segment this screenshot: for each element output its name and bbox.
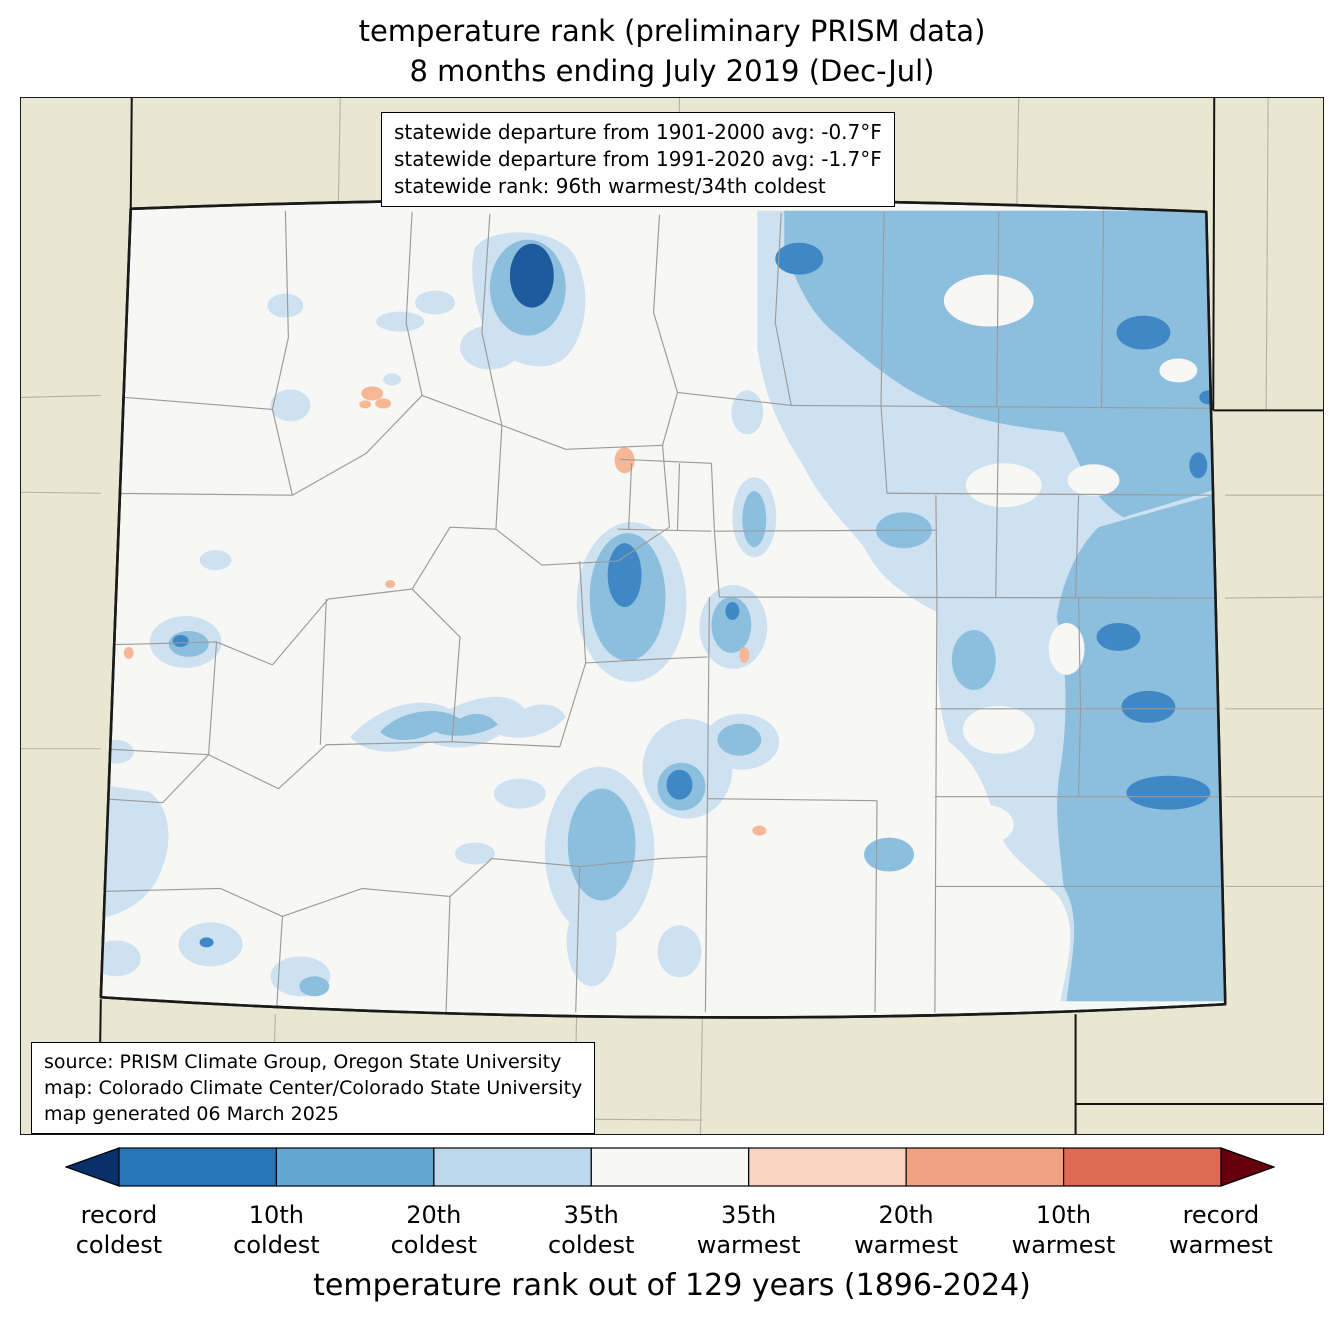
map-canvas xyxy=(21,98,1323,1134)
colorbar-segment xyxy=(905,1147,1065,1187)
legend-label-35th-warmest: 35th warmest xyxy=(696,1201,801,1259)
colorbar-right-arrow xyxy=(1220,1147,1275,1187)
colorbar-segment xyxy=(1062,1147,1222,1187)
legend-label-record-coldest: record coldest xyxy=(75,1201,163,1259)
colorbar-left-arrow xyxy=(65,1147,120,1187)
colorbar-segment xyxy=(118,1147,278,1187)
legend-label-20th-coldest: 20th coldest xyxy=(390,1201,478,1259)
navy-core-region xyxy=(509,243,554,308)
neighbor-state-borders xyxy=(97,98,1323,1134)
temperature-rank-colorbar xyxy=(65,1147,1275,1187)
source-attribution-box: source: PRISM Climate Group, Oregon Stat… xyxy=(31,1042,596,1134)
stats-line-1: statewide departure from 1901-2000 avg: … xyxy=(394,120,882,144)
legend-label-35th-coldest: 35th coldest xyxy=(547,1201,635,1259)
shaded-region xyxy=(1056,492,1224,1002)
source-line-2: map: Colorado Climate Center/Colorado St… xyxy=(44,1077,583,1099)
statewide-stats-box: statewide departure from 1901-2000 avg: … xyxy=(381,112,895,207)
colorbar-segment xyxy=(748,1147,907,1187)
colorado-map: statewide departure from 1901-2000 avg: … xyxy=(20,97,1324,1135)
legend-label-10th-warmest: 10th warmest xyxy=(1011,1201,1116,1259)
stats-line-3: statewide rank: 96th warmest/34th coldes… xyxy=(394,174,826,198)
stats-line-2: statewide departure from 1991-2020 avg: … xyxy=(394,147,882,171)
map-title-line1: temperature rank (preliminary PRISM data… xyxy=(358,14,986,48)
county-boundaries xyxy=(100,210,1226,1013)
dark-blue-regions xyxy=(172,242,1218,948)
map-title-line2: 8 months ending July 2019 (Dec-Jul) xyxy=(409,54,935,88)
legend-label-20th-warmest: 20th warmest xyxy=(854,1201,958,1259)
source-line-1: source: PRISM Climate Group, Oregon Stat… xyxy=(44,1051,562,1073)
shaded-region xyxy=(784,210,1224,518)
temperature-shading xyxy=(100,210,1226,1013)
colorbar-segment xyxy=(433,1147,592,1187)
colorbar-segment xyxy=(275,1147,435,1187)
source-line-3: map generated 06 March 2025 xyxy=(44,1103,339,1125)
colorbar-axis-title: temperature rank out of 129 years (1896-… xyxy=(313,1268,1031,1303)
near-normal-holes xyxy=(943,274,1198,845)
colorbar-labels: record coldest 10th coldest 20th coldest… xyxy=(65,1200,1275,1264)
legend-label-record-warmest: record warmest xyxy=(1168,1201,1273,1259)
legend-label-10th-coldest: 10th coldest xyxy=(233,1201,320,1259)
warm-spots xyxy=(123,386,767,836)
colorbar-segment xyxy=(590,1147,750,1187)
